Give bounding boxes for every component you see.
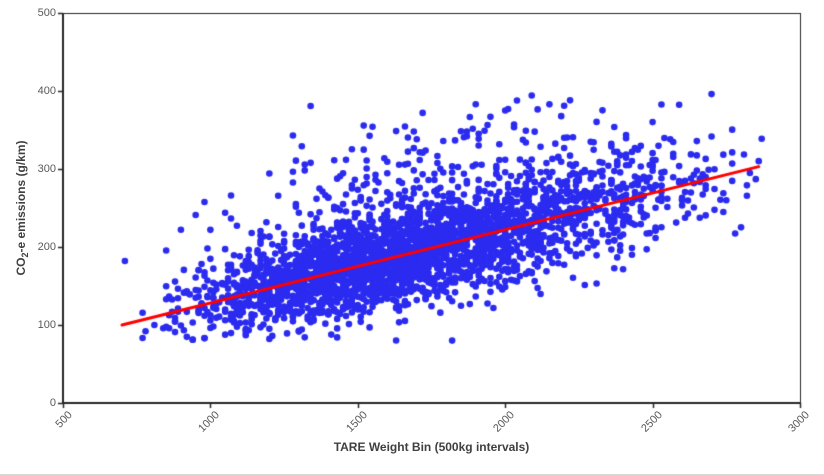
plot-area-canvas bbox=[0, 0, 824, 474]
scatter-chart-figure: CO2-e emissions (g/km) TARE Weight Bin (… bbox=[0, 0, 824, 475]
